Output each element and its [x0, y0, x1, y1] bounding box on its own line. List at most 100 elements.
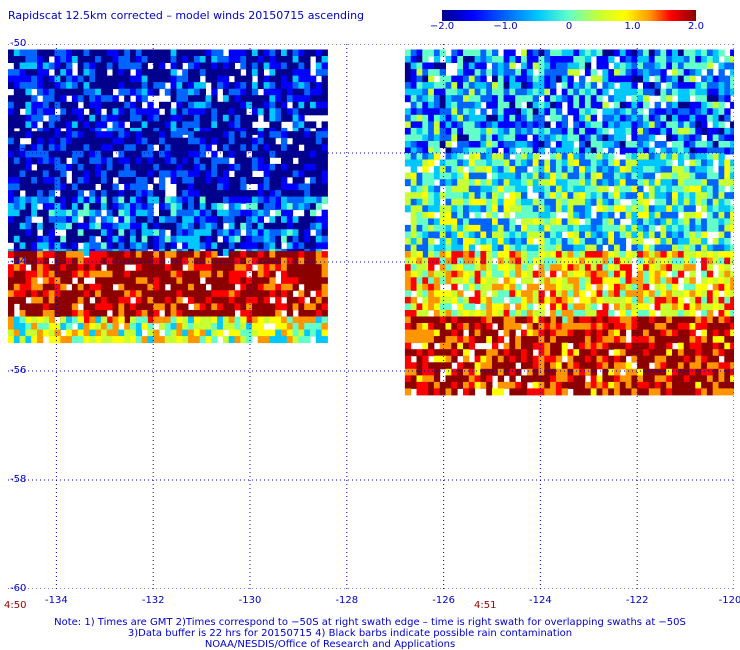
wind-cell — [497, 205, 505, 213]
wind-cell — [211, 277, 218, 285]
wind-cell — [240, 290, 247, 298]
wind-cell — [54, 257, 61, 265]
wind-cell — [130, 229, 137, 237]
wind-cell — [712, 349, 719, 357]
wind-cell — [118, 56, 125, 63]
wind-cell — [135, 283, 143, 291]
wind-cell — [170, 216, 177, 224]
wind-cell — [315, 150, 323, 158]
wind-cell — [246, 95, 253, 103]
wind-cell — [590, 270, 597, 278]
wind-cell — [480, 62, 487, 70]
wind-cell — [263, 144, 270, 152]
wind-cell — [182, 101, 189, 109]
wind-cell — [83, 290, 90, 298]
wind-cell — [602, 121, 609, 129]
wind-cell — [124, 336, 131, 344]
wind-cell — [683, 257, 690, 265]
wind-cell — [631, 211, 638, 219]
wind-cell — [251, 101, 259, 109]
wind-cell — [486, 49, 493, 57]
wind-cell — [561, 218, 568, 226]
wind-cell — [228, 229, 235, 237]
wind-cell — [509, 323, 516, 330]
wind-cell — [608, 296, 615, 304]
wind-cell — [60, 290, 67, 298]
wind-cell — [153, 329, 160, 337]
wind-cell — [8, 336, 15, 344]
wind-cell — [573, 336, 580, 344]
wind-cell — [596, 277, 603, 285]
wind-cell — [106, 277, 113, 285]
wind-cell — [404, 153, 412, 160]
wind-cell — [19, 251, 26, 259]
wind-cell — [211, 190, 218, 198]
wind-cell — [257, 336, 264, 344]
wind-cell — [480, 231, 487, 239]
wind-cell — [643, 310, 650, 317]
wind-cell — [666, 179, 673, 187]
wind-cell — [275, 114, 282, 122]
wind-cell — [246, 101, 253, 109]
wind-cell — [718, 101, 725, 109]
wind-cell — [724, 141, 731, 148]
wind-cell — [159, 163, 166, 171]
wind-cell — [654, 349, 661, 357]
wind-cell — [474, 166, 481, 174]
wind-cell — [310, 82, 317, 90]
wind-cell — [164, 163, 172, 171]
wind-cell — [451, 185, 458, 193]
wind-cell — [106, 190, 113, 198]
wind-cell — [159, 222, 166, 230]
wind-cell — [532, 323, 539, 330]
wind-cell — [135, 163, 143, 171]
wind-cell — [130, 49, 137, 57]
wind-cell — [217, 323, 224, 330]
wind-cell — [567, 172, 574, 180]
wind-cell — [222, 190, 230, 198]
wind-cell — [135, 310, 143, 317]
wind-cell — [100, 277, 108, 285]
wind-cell — [176, 216, 183, 224]
wind-cell — [193, 196, 201, 204]
wind-cell — [404, 192, 412, 200]
wind-cell — [48, 75, 55, 83]
wind-cell — [480, 172, 487, 180]
wind-cell — [695, 349, 702, 357]
wind-cell — [141, 303, 148, 311]
wind-cell — [608, 251, 615, 259]
wind-cell — [83, 157, 90, 165]
wind-cell — [410, 114, 417, 122]
wind-cell — [315, 290, 323, 298]
wind-cell — [321, 177, 328, 184]
wind-cell — [60, 88, 67, 96]
wind-cell — [457, 127, 464, 135]
wind-cell — [416, 69, 423, 77]
wind-cell — [315, 316, 323, 324]
wind-cell — [521, 114, 528, 122]
wind-cell — [422, 82, 429, 90]
wind-cell — [176, 62, 183, 70]
wind-cell — [66, 323, 73, 330]
wind-cell — [561, 290, 568, 298]
wind-cell — [492, 303, 499, 311]
wind-cell — [228, 290, 235, 298]
wind-cell — [451, 172, 458, 180]
wind-cell — [164, 216, 172, 224]
wind-cell — [584, 127, 592, 135]
wind-cell — [637, 303, 644, 311]
wind-cell — [672, 56, 679, 63]
wind-cell — [240, 316, 247, 324]
wind-cell — [579, 134, 586, 142]
wind-cell — [211, 216, 218, 224]
wind-cell — [234, 49, 241, 57]
wind-cell — [474, 205, 481, 213]
wind-cell — [718, 153, 725, 160]
wind-cell — [463, 114, 470, 122]
wind-cell — [176, 336, 183, 344]
wind-cell — [222, 114, 230, 122]
wind-cell — [211, 229, 218, 237]
wind-cell — [251, 108, 259, 116]
wind-cell — [428, 244, 435, 252]
wind-cell — [124, 62, 131, 70]
